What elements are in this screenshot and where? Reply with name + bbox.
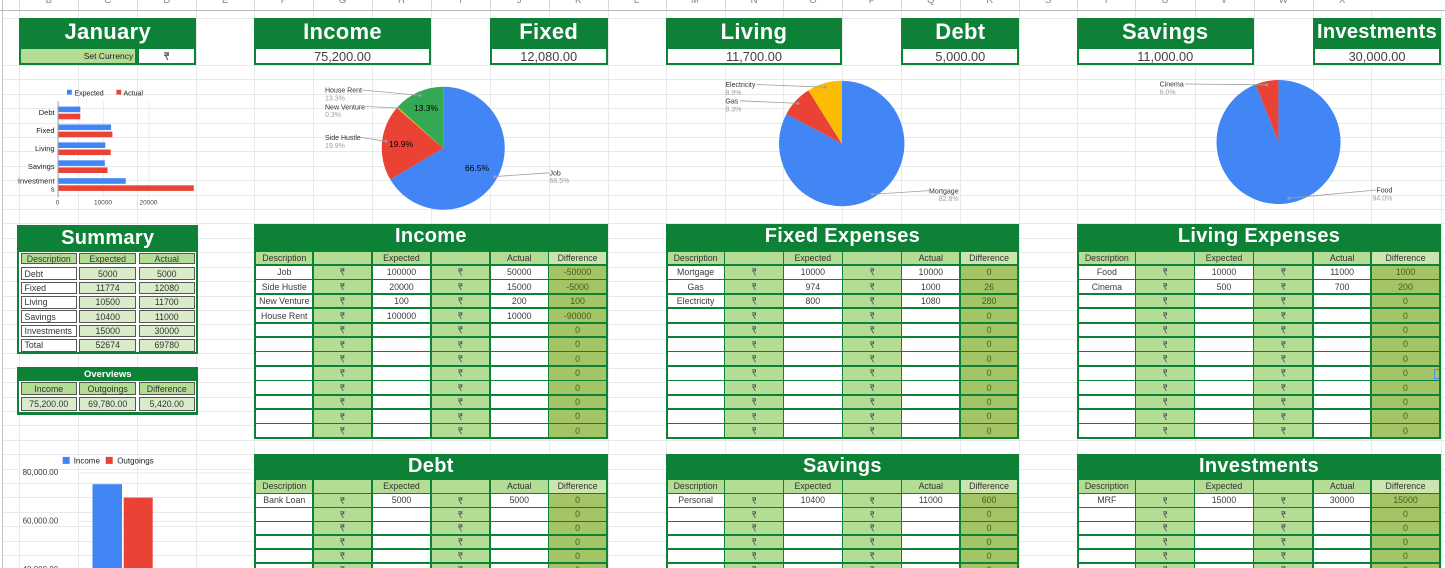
svg-text:6.0%: 6.0% [1160,89,1176,96]
svg-text:Job: Job [550,170,561,177]
svg-text:60,000.00: 60,000.00 [23,517,59,526]
svg-text:Cinema: Cinema [1160,81,1184,88]
svg-text:Income: Income [74,457,101,466]
svg-text:13.3%: 13.3% [325,95,345,102]
svg-text:Side Hustle: Side Hustle [325,135,361,142]
svg-text:Fixed: Fixed [36,126,54,135]
svg-text:House Rent: House Rent [325,88,362,95]
svg-text:80,000.00: 80,000.00 [23,468,59,477]
svg-text:40,000.00: 40,000.00 [23,565,59,568]
svg-text:66.5%: 66.5% [550,178,570,185]
svg-text:19.9%: 19.9% [325,143,345,150]
svg-text:66.5%: 66.5% [465,163,490,173]
svg-text:8.3%: 8.3% [725,106,741,113]
svg-text:0: 0 [56,199,60,206]
svg-text:20000: 20000 [139,199,157,206]
svg-text:Investment: Investment [18,176,56,185]
svg-text:Savings: Savings [28,162,55,171]
svg-text:0.3%: 0.3% [325,112,341,119]
svg-text:Outgoings: Outgoings [117,457,153,466]
svg-text:13.3%: 13.3% [414,103,439,113]
svg-text:Actual: Actual [124,90,144,97]
svg-text:82.8%: 82.8% [939,196,959,203]
svg-text:Gas: Gas [725,99,738,106]
svg-text:New Venture: New Venture [325,104,365,111]
svg-text:94.0%: 94.0% [1373,195,1393,202]
svg-text:Living: Living [35,144,55,153]
svg-text:19.9%: 19.9% [389,139,414,149]
svg-text:Food: Food [1376,188,1392,195]
svg-text:10000: 10000 [94,199,112,206]
svg-text:Mortgage: Mortgage [929,188,959,195]
svg-text:8.9%: 8.9% [725,90,741,97]
svg-text:Expected: Expected [75,90,104,97]
svg-text:Debt: Debt [39,108,56,117]
svg-text:Electricity: Electricity [725,82,755,89]
svg-text:s: s [51,184,55,193]
